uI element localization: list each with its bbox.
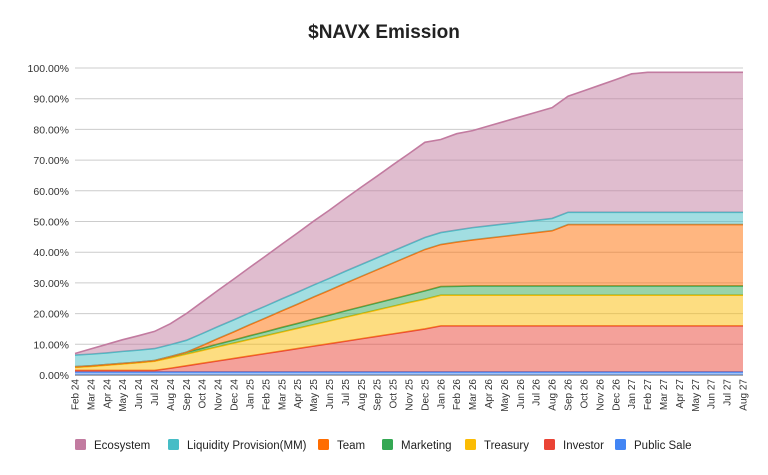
y-tick-label: 40.00% [33, 247, 69, 259]
area-investor [75, 325, 743, 372]
x-tick-label: Oct 26 [579, 379, 590, 409]
x-tick-label: Jan 26 [436, 379, 447, 409]
y-tick-label: 100.00% [28, 63, 69, 75]
x-tick-label: Mar 27 [659, 379, 670, 411]
x-tick-label: Jun 24 [134, 379, 145, 409]
x-tick-label: Aug 24 [166, 379, 177, 411]
legend-label-team: Team [337, 440, 365, 452]
y-tick-label: 10.00% [33, 339, 69, 351]
legend-swatch-marketing [382, 439, 393, 450]
x-tick-label: Sep 25 [373, 379, 384, 411]
x-tick-label: Aug 25 [357, 379, 368, 411]
x-tick-label: Dec 24 [230, 379, 241, 411]
y-tick-label: 0.00% [39, 370, 69, 382]
x-tick-label: Jan 27 [627, 379, 638, 409]
x-tick-label: Feb 27 [643, 379, 654, 411]
area-liquidity-provision-mm [75, 212, 743, 367]
x-tick-label: Nov 26 [595, 379, 606, 411]
area-ecosystem [75, 72, 743, 356]
x-tick-label: Oct 25 [389, 379, 400, 409]
x-tick-label: May 25 [309, 379, 320, 412]
legend-swatch-liquidity-provision-mm [168, 439, 179, 450]
legend-layer: Ecosystem Liquidity Provision(MM) Team Mark… [75, 439, 692, 452]
x-tick-label: Nov 24 [214, 379, 225, 411]
legend-swatch-public-sale [615, 439, 626, 450]
legend-label-public-sale: Public Sale [634, 440, 692, 452]
x-tick-label: May 24 [118, 379, 129, 412]
x-tick-label: Jun 27 [707, 379, 718, 409]
x-tick-label: Jan 25 [245, 379, 256, 409]
legend-swatch-ecosystem [75, 439, 86, 450]
x-tick-label: Jun 25 [325, 379, 336, 409]
x-tick-label: Sep 24 [182, 379, 193, 411]
x-tick-label: Nov 25 [405, 379, 416, 411]
x-tick-label: Dec 25 [420, 379, 431, 411]
x-tick-label: Mar 24 [86, 379, 97, 411]
legend-label-ecosystem: Ecosystem [94, 440, 150, 452]
y-tick-label: 90.00% [33, 94, 69, 106]
y-tick-label: 60.00% [33, 186, 69, 198]
x-tick-label: Jul 24 [150, 379, 161, 406]
line-ecosystem [74, 71, 743, 355]
y-tick-label: 80.00% [33, 124, 69, 136]
area-layer [74, 71, 743, 375]
x-tick-label: Jul 26 [532, 379, 543, 406]
chart-title: $NAVX Emission [308, 22, 460, 43]
x-tick-label: Apr 26 [484, 379, 495, 409]
x-tick-label: Feb 25 [261, 379, 272, 411]
area-marketing [75, 285, 743, 368]
x-tick-label: Mar 25 [277, 379, 288, 411]
legend-label-marketing: Marketing [401, 440, 452, 452]
x-tick-label: Sep 26 [564, 379, 575, 411]
y-tick-label: 50.00% [33, 217, 69, 229]
legend-label-investor: Investor [563, 440, 604, 452]
x-tick-label: May 26 [500, 379, 511, 412]
legend-label-treasury: Treasury [484, 440, 529, 452]
legend-swatch-investor [544, 439, 555, 450]
y-tick-label: 20.00% [33, 309, 69, 321]
x-tick-label: May 27 [691, 379, 702, 412]
legend-swatch-treasury [465, 439, 476, 450]
x-tick-label: Jul 27 [723, 379, 734, 406]
x-tick-label: Apr 24 [102, 379, 113, 409]
x-tick-label: Feb 26 [452, 379, 463, 411]
x-tick-label: Jul 25 [341, 379, 352, 406]
legend-swatch-team [318, 439, 329, 450]
x-tick-label: Dec 26 [611, 379, 622, 411]
x-tick-label: Apr 25 [293, 379, 304, 409]
x-tick-label: Oct 24 [198, 379, 209, 409]
x-tick-label: Jun 26 [516, 379, 527, 409]
area-team [75, 224, 743, 367]
axis-layer: 0.00% 10.00% 20.00% 30.00% 40.00% 50.00% 60.00… [28, 63, 750, 412]
x-tick-label: Mar 26 [468, 379, 479, 411]
legend-label-liquidity-provision-mm: Liquidity Provision(MM) [187, 440, 307, 452]
y-tick-label: 30.00% [33, 278, 69, 290]
area-treasury [75, 295, 743, 371]
x-tick-label: Aug 27 [739, 379, 750, 411]
x-tick-label: Feb 24 [71, 379, 82, 411]
y-tick-label: 70.00% [33, 155, 69, 167]
x-tick-label: Aug 26 [548, 379, 559, 411]
x-tick-label: Apr 27 [675, 379, 686, 409]
